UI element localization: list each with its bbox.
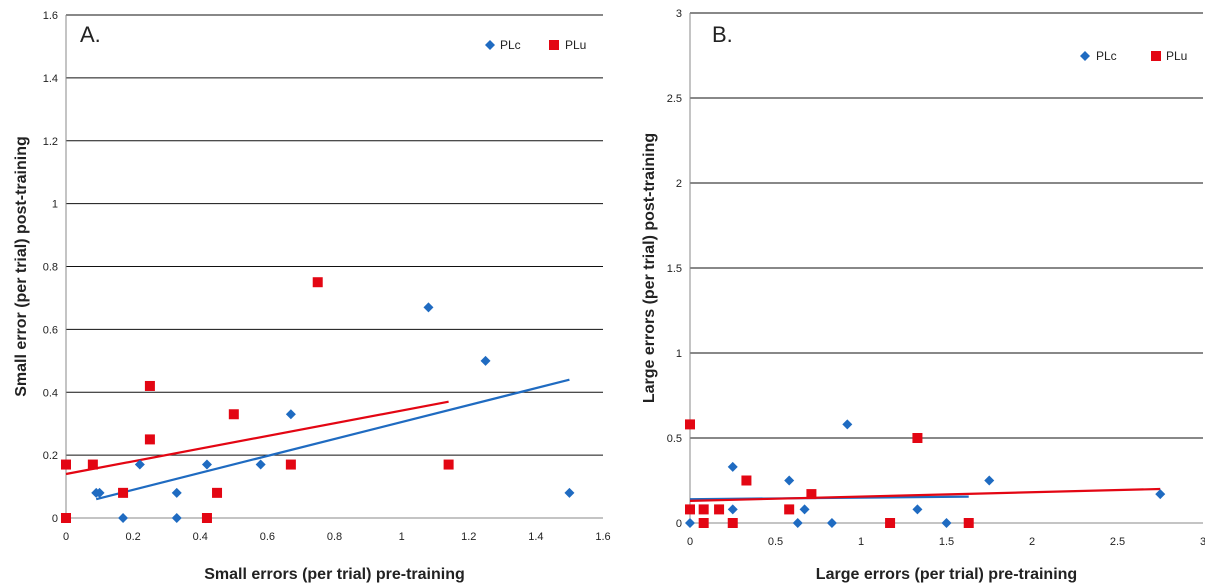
- data-point-plc: [792, 518, 803, 528]
- data-point-plc: [171, 513, 182, 523]
- data-point-plu: [285, 459, 296, 470]
- data-point-plc: [171, 487, 182, 498]
- data-point-plu: [912, 433, 923, 443]
- legend-marker-plu: [549, 40, 559, 50]
- x-tick-label: 1.4: [528, 531, 543, 543]
- y-tick-label: 2: [676, 178, 682, 190]
- data-point-plc: [118, 513, 129, 523]
- data-point-plu: [201, 513, 212, 523]
- data-point-plc: [480, 355, 491, 366]
- data-point-plu: [685, 419, 695, 430]
- x-tick-label: 1.6: [595, 531, 610, 543]
- x-tick-label: 2.5: [1110, 536, 1125, 548]
- data-point-plc: [255, 459, 266, 470]
- legend-marker-plu: [1151, 51, 1161, 61]
- y-tick-label: 1.6: [43, 10, 58, 22]
- data-point-plc: [941, 518, 952, 528]
- legend-marker-plc: [1080, 51, 1090, 61]
- data-point-plu: [228, 409, 239, 420]
- data-point-plu: [714, 504, 725, 515]
- y-tick-label: 1: [676, 348, 682, 360]
- legend-marker-plc: [485, 40, 495, 50]
- x-tick-label: 0: [63, 531, 69, 543]
- data-point-plu: [784, 504, 795, 515]
- data-point-plc: [685, 518, 695, 528]
- x-tick-label: 1.5: [939, 536, 954, 548]
- x-tick-label: 2: [1029, 536, 1035, 548]
- y-tick-label: 0.6: [43, 324, 58, 336]
- y-tick-label: 0: [676, 518, 682, 530]
- data-point-plc: [984, 475, 995, 486]
- trendline-plc: [95, 378, 570, 501]
- y-axis-title: Small error (per trial) post-training: [13, 136, 30, 396]
- data-point-plc: [799, 504, 810, 515]
- trendline-plu: [65, 400, 449, 476]
- data-point-plu: [144, 380, 155, 391]
- data-point-plu: [727, 518, 738, 528]
- data-point-plc: [826, 518, 837, 528]
- data-point-plc: [1155, 489, 1166, 500]
- data-point-plu: [61, 513, 71, 523]
- y-tick-label: 1.5: [667, 263, 682, 275]
- y-tick-label: 0.4: [43, 387, 58, 399]
- data-point-plu: [144, 434, 155, 445]
- y-tick-label: 3: [676, 8, 682, 20]
- data-point-plu: [118, 487, 129, 498]
- data-point-plu: [685, 504, 695, 515]
- x-tick-label: 0.6: [260, 531, 275, 543]
- data-point-plc: [201, 459, 212, 470]
- data-point-plc: [842, 419, 853, 430]
- panel-label: A.: [80, 22, 101, 47]
- data-point-plc: [423, 302, 434, 313]
- data-point-plc: [727, 504, 738, 515]
- legend-label-plu: PLu: [1166, 49, 1187, 63]
- y-tick-label: 2.5: [667, 93, 682, 105]
- data-point-plu: [312, 277, 323, 288]
- data-point-plc: [912, 504, 923, 515]
- y-tick-label: 0.8: [43, 262, 58, 274]
- x-axis-title: Small errors (per trial) pre-training: [204, 566, 465, 583]
- panel-label: B.: [712, 22, 733, 47]
- data-point-plu: [885, 518, 896, 528]
- y-tick-label: 0.5: [667, 433, 682, 445]
- legend-label-plu: PLu: [565, 38, 586, 52]
- y-tick-label: 1.4: [43, 73, 58, 85]
- data-point-plc: [285, 409, 296, 420]
- x-tick-label: 0.2: [125, 531, 140, 543]
- y-axis-title: Large errors (per trial) post-training: [641, 133, 658, 403]
- trendline-plu: [689, 487, 1161, 502]
- y-tick-label: 0: [52, 513, 58, 525]
- data-point-plu: [443, 459, 454, 470]
- panel-b: 0 0.5 1 1.5 2 2.5 3 0 0.5 1 1.5 2 2.5 3 Large errors (…: [641, 8, 1205, 583]
- legend-label-plc: PLc: [500, 38, 521, 52]
- x-tick-label: 1: [399, 531, 405, 543]
- data-point-plu: [963, 518, 974, 528]
- data-point-plu: [212, 487, 223, 498]
- y-tick-label: 1: [52, 199, 58, 211]
- data-point-plu: [698, 518, 709, 528]
- x-tick-label: 0.8: [327, 531, 342, 543]
- data-point-plc: [94, 487, 105, 498]
- x-tick-label: 1.2: [461, 531, 476, 543]
- data-point-plu: [698, 504, 709, 515]
- panel-a: 0 0.2 0.4 0.6 0.8 1 1.2 1.4 1.6 0 0.2 0.4 0.6 0.8 1 1.2…: [13, 10, 610, 583]
- y-tick-label: 0.2: [43, 450, 58, 462]
- x-tick-label: 0.5: [768, 536, 783, 548]
- data-point-plu: [806, 489, 817, 500]
- data-point-plc: [564, 487, 575, 498]
- x-axis-title: Large errors (per trial) pre-training: [816, 566, 1077, 583]
- data-point-plu: [87, 459, 98, 470]
- data-point-plu: [61, 459, 71, 470]
- x-tick-label: 0.4: [193, 531, 208, 543]
- x-tick-label: 0: [687, 536, 693, 548]
- data-point-plu: [741, 475, 752, 486]
- data-point-plc: [727, 461, 738, 472]
- data-point-plc: [134, 459, 145, 470]
- legend-label-plc: PLc: [1096, 49, 1117, 63]
- data-point-plc: [784, 475, 795, 486]
- x-tick-label: 3: [1200, 536, 1205, 548]
- x-tick-label: 1: [858, 536, 864, 548]
- y-tick-label: 1.2: [43, 136, 58, 148]
